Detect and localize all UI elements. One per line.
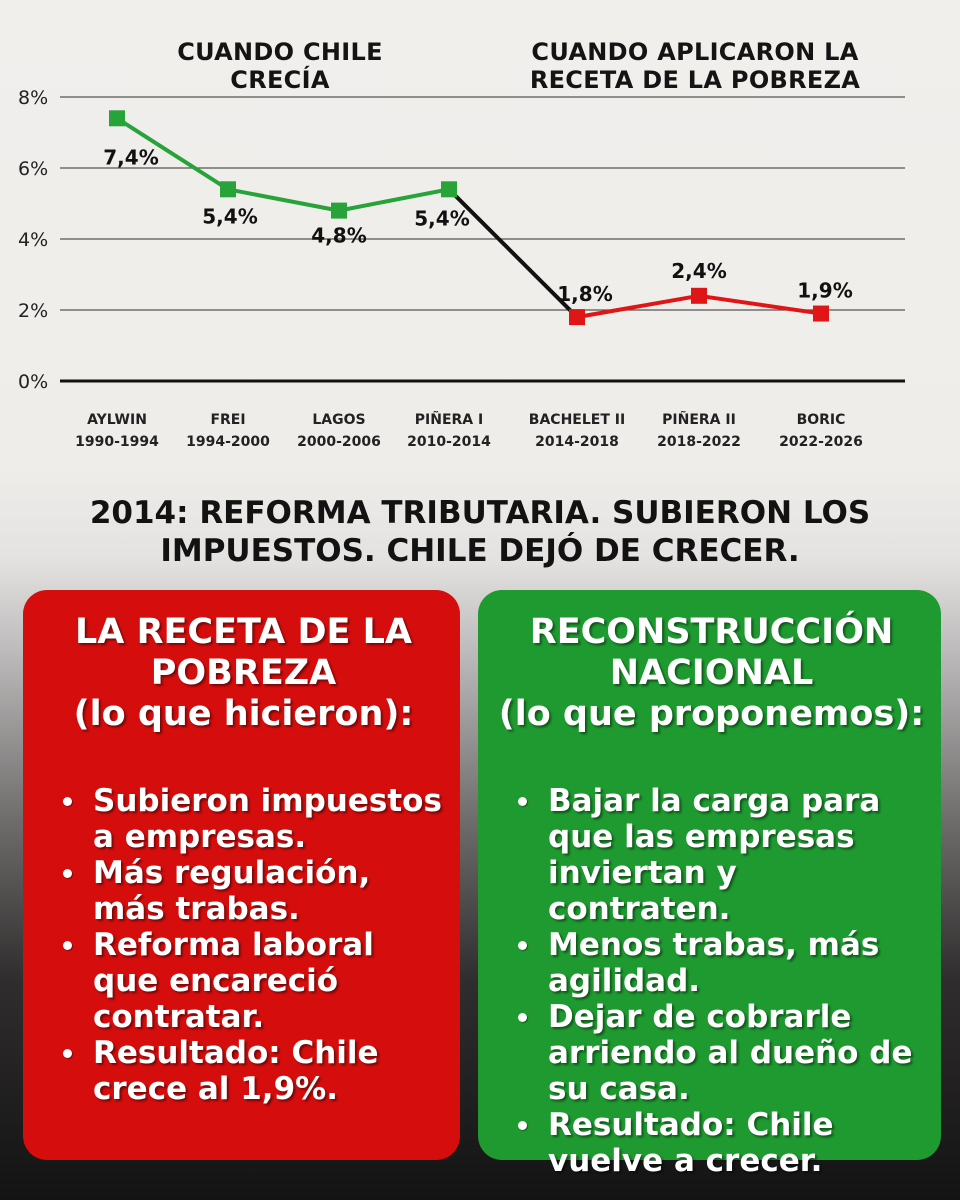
- bullet-icon: [63, 797, 72, 806]
- list-item: Resultado: Chile crece al 1,9%.: [41, 1035, 446, 1107]
- left-panel-title-line2: POBREZA: [150, 653, 337, 693]
- data-point: [109, 110, 125, 127]
- headline-line2: IMPUESTOS. CHILE DEJÓ DE CRECER.: [160, 533, 800, 569]
- list-item: Resultado: Chile vuelve a crecer.: [496, 1107, 927, 1179]
- x-tick-label-period: 1994-2000: [186, 434, 270, 450]
- data-point: [220, 181, 236, 198]
- left-panel-subtitle: (lo que hicieron):: [73, 694, 414, 734]
- list-item-text: Más regulación, más trabas.: [93, 855, 371, 927]
- bullet-icon: [518, 797, 527, 806]
- headline: 2014: REFORMA TRIBUTARIA. SUBIERON LOS I…: [20, 494, 940, 570]
- section-title-right-line1: CUANDO APLICARON LA: [531, 38, 859, 66]
- left-panel-title-line1: LA RECETA DE LA: [75, 612, 412, 652]
- x-tick-label-period: 2000-2006: [297, 434, 381, 450]
- list-item-text: Menos trabas, más agilidad.: [548, 927, 880, 999]
- line-chart: 0% 2% 4% 6% 8% AYLWIN 1990-1994 FREI 1994-2000 LA…: [18, 87, 905, 450]
- x-tick-label-period: 2018-2022: [657, 434, 741, 450]
- data-point: [569, 309, 585, 326]
- y-tick-label: 0%: [18, 371, 48, 393]
- data-point: [441, 181, 457, 198]
- data-label: 4,8%: [311, 224, 366, 248]
- list-item: Menos trabas, más agilidad.: [496, 927, 927, 999]
- list-item-text: Dejar de cobrarle arriendo al dueño de s…: [548, 999, 913, 1107]
- x-tick-label-period: 2022-2026: [779, 434, 863, 450]
- series-line: [115, 116, 450, 213]
- data-label: 7,4%: [103, 145, 158, 169]
- list-item-text: Resultado: Chile crece al 1,9%.: [93, 1035, 379, 1107]
- list-item-text: Subieron impuestos a empresas.: [93, 783, 442, 855]
- x-tick-label: PIÑERA I: [415, 411, 483, 428]
- data-point: [813, 305, 829, 322]
- list-item: Subieron impuestos a empresas.: [41, 783, 446, 855]
- bullet-icon: [518, 941, 527, 950]
- list-item: Bajar la carga para que las empresas inv…: [496, 783, 927, 927]
- list-item-text: Reforma laboral que encareció contratar.: [93, 927, 374, 1035]
- list-item: Más regulación, más trabas.: [41, 855, 446, 927]
- x-tick-label: LAGOS: [312, 412, 365, 428]
- x-tick-label: BORIC: [797, 412, 846, 428]
- list-item: Dejar de cobrarle arriendo al dueño de s…: [496, 999, 927, 1107]
- section-title-right-line2: RECETA DE LA POBREZA: [529, 66, 861, 94]
- left-panel-bullets: Subieron impuestos a empresas. Más regul…: [41, 783, 446, 1107]
- x-tick-label: PIÑERA II: [662, 411, 736, 428]
- right-panel-title-line2: NACIONAL: [609, 653, 814, 693]
- section-title-left-line1: CUANDO CHILE: [177, 38, 383, 66]
- left-panel-title: LA RECETA DE LA POBREZA (lo que hicieron…: [41, 612, 446, 735]
- y-tick-label: 4%: [18, 229, 48, 251]
- x-tick-label-period: 2010-2014: [407, 434, 491, 450]
- bullet-icon: [63, 941, 72, 950]
- section-title-right: CUANDO APLICARON LA RECETA DE LA POBREZA: [495, 38, 895, 94]
- data-label: 1,8%: [557, 282, 612, 306]
- data-label: 1,9%: [797, 279, 852, 303]
- x-tick-label: AYLWIN: [87, 412, 147, 428]
- right-panel: RECONSTRUCCIÓN NACIONAL (lo que proponem…: [478, 590, 941, 1179]
- x-tick-label: BACHELET II: [529, 412, 625, 428]
- left-panel: LA RECETA DE LA POBREZA (lo que hicieron…: [23, 590, 460, 1160]
- bullet-icon: [63, 869, 72, 878]
- series-line: [447, 187, 579, 319]
- headline-line1: 2014: REFORMA TRIBUTARIA. SUBIERON LOS: [89, 495, 871, 531]
- data-point: [331, 202, 347, 219]
- right-panel-subtitle: (lo que proponemos):: [498, 694, 925, 734]
- right-panel-bullets: Bajar la carga para que las empresas inv…: [496, 783, 927, 1179]
- bullet-icon: [518, 1121, 527, 1130]
- y-tick-label: 8%: [18, 87, 48, 109]
- list-item-text: Resultado: Chile vuelve a crecer.: [548, 1107, 834, 1179]
- bullet-icon: [63, 1049, 72, 1058]
- x-tick-label: FREI: [210, 412, 245, 428]
- data-point: [691, 287, 707, 304]
- x-tick-label-period: 2014-2018: [535, 434, 619, 450]
- data-label: 5,4%: [414, 206, 469, 230]
- list-item-text: Bajar la carga para que las empresas inv…: [548, 783, 881, 927]
- list-item: Reforma laboral que encareció contratar.: [41, 927, 446, 1035]
- right-panel-title: RECONSTRUCCIÓN NACIONAL (lo que proponem…: [496, 612, 927, 735]
- y-tick-label: 6%: [18, 158, 48, 180]
- x-tick-label-period: 1990-1994: [75, 434, 159, 450]
- section-title-left: CUANDO CHILE CRECÍA: [150, 38, 410, 94]
- section-title-left-line2: CRECÍA: [230, 66, 330, 94]
- y-tick-label: 2%: [18, 300, 48, 322]
- data-label: 2,4%: [671, 259, 726, 283]
- bullet-icon: [518, 1013, 527, 1022]
- right-panel-title-line1: RECONSTRUCCIÓN: [529, 612, 894, 652]
- data-label: 5,4%: [202, 204, 257, 228]
